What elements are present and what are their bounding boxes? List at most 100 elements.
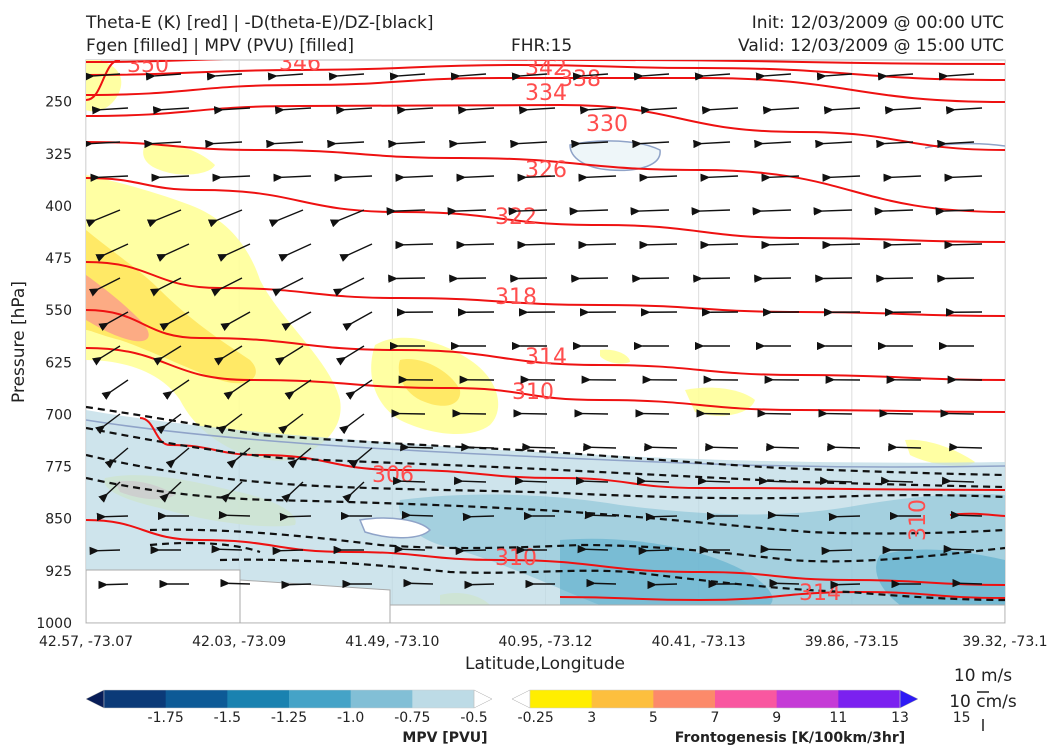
theta-e-label: 334 xyxy=(525,81,567,106)
wind-arrow xyxy=(146,209,182,228)
wind-arrow xyxy=(279,512,312,522)
wind-arrow xyxy=(287,447,312,469)
theta-e-label: 330 xyxy=(586,112,628,137)
wind-arrow xyxy=(104,447,129,469)
y-tick-label: 1000 xyxy=(36,616,72,632)
wind-arrow xyxy=(883,173,922,182)
wind-arrow xyxy=(144,139,182,149)
wind-arrow xyxy=(822,173,861,182)
wind-arrow xyxy=(950,510,983,520)
fgen-region xyxy=(143,143,215,175)
wind-arrow xyxy=(578,173,617,182)
colorbar-frame xyxy=(103,689,475,709)
wind-arrow xyxy=(938,72,975,81)
wind-arrow xyxy=(815,274,853,283)
wind-arrow xyxy=(767,510,800,520)
wind-arrow xyxy=(91,345,121,366)
wind-arrow xyxy=(450,72,487,81)
wind-arrow xyxy=(395,173,434,182)
colorbar-tick-label: 15 xyxy=(953,710,971,726)
wind-arrow xyxy=(697,476,731,486)
wind-arrow xyxy=(819,476,853,486)
theta-e-label: 314 xyxy=(799,581,841,606)
y-tick-label: 625 xyxy=(45,355,72,371)
wind-arrow xyxy=(403,578,434,588)
wind-arrow xyxy=(518,106,556,115)
x-tick-label: 39.86, -73.15 xyxy=(805,634,899,650)
wind-arrow xyxy=(156,243,190,262)
wind-arrow xyxy=(457,106,495,115)
wind-arrow xyxy=(944,173,983,182)
wind-arrow xyxy=(274,345,304,366)
wind-arrow xyxy=(937,274,975,283)
wind-arrow xyxy=(510,139,548,149)
theta-e-label: 314 xyxy=(525,345,567,370)
colorbar-tick-label: -1.25 xyxy=(271,710,307,726)
wind-arrow xyxy=(284,379,312,400)
theta-e-contour xyxy=(86,347,1005,413)
colorbar-extend-high xyxy=(473,689,493,709)
colorbar-extend-high xyxy=(899,689,919,709)
wind-arrow xyxy=(86,139,121,149)
x-tick-label: 41.49, -73.10 xyxy=(345,634,439,650)
wind-arrow xyxy=(86,209,121,228)
wind-arrow xyxy=(98,311,129,332)
wind-arrow xyxy=(632,139,670,149)
wind-arrow xyxy=(830,580,861,590)
wind-arrow xyxy=(159,311,190,332)
valid-time: Valid: 12/03/2009 @ 15:00 UTC xyxy=(738,36,1004,56)
wind-arrow xyxy=(645,512,678,522)
wind-arrow xyxy=(145,72,182,81)
title-line-2: Fgen [filled] | MPV (PVU) [filled] xyxy=(86,36,355,56)
wind-arrow xyxy=(389,72,426,81)
colorbar-fgen: 3 5 7 9 11 13 15 xyxy=(511,689,971,726)
wind-arrow xyxy=(632,274,670,283)
theta-e-contour xyxy=(86,309,1005,381)
title-line-1: Theta-E (K) [red] | -D(theta-E)/DZ-[blac… xyxy=(86,13,434,33)
mpv-region xyxy=(86,419,1005,468)
wind-arrow xyxy=(449,274,487,283)
wind-arrow xyxy=(220,311,251,332)
wind-arrow xyxy=(578,240,617,250)
wind-arrow xyxy=(514,476,548,486)
theta-e-label: 310 xyxy=(906,499,931,541)
wind-arrow xyxy=(941,476,975,486)
theta-e-contour xyxy=(86,519,1005,586)
colorbar-tick-label: 3 xyxy=(587,710,596,726)
x-tick-label: 42.57, -73.07 xyxy=(39,634,133,650)
wind-arrow xyxy=(339,413,365,435)
fgen-region xyxy=(398,359,461,406)
colorbar-bin xyxy=(104,690,167,708)
wind-arrow xyxy=(388,139,426,149)
wind-arrow xyxy=(569,207,609,216)
theta-e-label: 310 xyxy=(512,380,554,405)
wind-arrow xyxy=(694,72,731,81)
wind-arrow xyxy=(769,578,800,588)
terrain xyxy=(86,569,1005,623)
wind-arrow xyxy=(572,72,609,81)
stability-line xyxy=(219,558,1005,602)
wind-arrow xyxy=(517,173,556,182)
wind-arrow xyxy=(217,243,251,262)
fgen-filled-contours xyxy=(86,60,975,605)
wind-arrow xyxy=(348,447,373,469)
y-tick-label: 925 xyxy=(45,564,72,580)
wind-arrow xyxy=(456,173,495,182)
wind-legend-speed: 10 m/s xyxy=(954,666,1012,686)
wind-arrow xyxy=(517,240,556,250)
colorbar-tick-label: 11 xyxy=(829,710,847,726)
wind-arrow xyxy=(165,447,190,469)
wind-arrow xyxy=(217,413,243,435)
wind-arrow xyxy=(386,207,426,216)
wind-arrow xyxy=(876,139,914,149)
stability-line xyxy=(149,541,261,554)
y-tick-label: 700 xyxy=(45,407,72,423)
wind-arrow xyxy=(268,209,304,228)
wind-arrow xyxy=(334,173,373,182)
wind-arrow xyxy=(510,274,548,283)
theta-e-contour xyxy=(559,590,1005,602)
wind-arrow xyxy=(639,173,678,182)
wind-arrow xyxy=(267,72,304,81)
wind-arrow xyxy=(327,139,365,149)
